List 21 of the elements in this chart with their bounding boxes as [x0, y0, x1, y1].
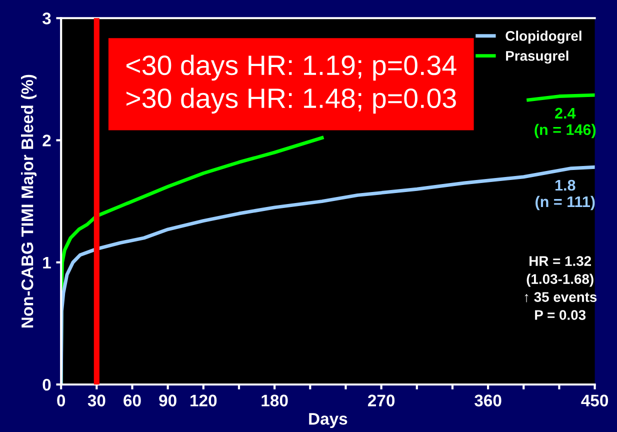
x-axis-title: Days [309, 413, 348, 428]
y-tick-label: 3 [42, 12, 51, 24]
x-tick-label: 450 [581, 394, 608, 406]
annotation: <30 days HR: 1.19; p=0.34 >30 days HR: 1.48; p=0.03 [126, 54, 456, 114]
x-tick-label: 30 [88, 394, 106, 406]
x-tick-label: 60 [124, 394, 141, 406]
y-tick-label: 0 [42, 378, 51, 391]
legend-label: Prasugrel [506, 50, 568, 64]
y-axis-title: Non-CABG TIMI Major Bleed (%) [21, 74, 37, 328]
annotation: 1.8 (n = 111) [536, 180, 595, 210]
annotation: HR = 1.32 (1.03-1.68) ↑ 35 events P = 0.03 [524, 256, 597, 320]
x-tick-label: 180 [262, 394, 288, 406]
y-tick-label: 2 [42, 134, 51, 146]
annotation: 2.4 (n = 146) [534, 108, 596, 138]
x-tick-label: 360 [474, 394, 502, 406]
legend-label: Clopidogrel [506, 30, 582, 44]
x-tick-label: 120 [190, 394, 217, 406]
y-tick-label: 1 [43, 256, 51, 268]
x-tick-label: 270 [368, 394, 395, 406]
x-tick-label: 90 [159, 394, 176, 406]
x-tick-label: 0 [57, 394, 66, 406]
